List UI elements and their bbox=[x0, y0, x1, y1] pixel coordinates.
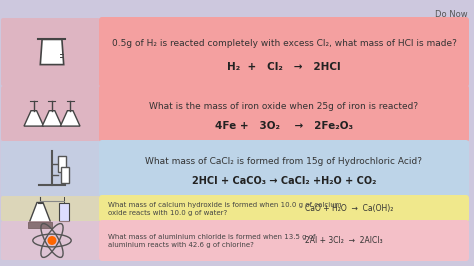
Bar bbox=[28, 222, 52, 228]
Bar bbox=[59, 202, 69, 221]
FancyBboxPatch shape bbox=[1, 141, 100, 196]
Text: 0.5g of H₂ is reacted completely with excess Cl₂, what mass of HCl is made?: 0.5g of H₂ is reacted completely with ex… bbox=[111, 39, 456, 48]
FancyBboxPatch shape bbox=[1, 86, 100, 141]
Polygon shape bbox=[61, 167, 69, 183]
Polygon shape bbox=[29, 202, 51, 222]
FancyBboxPatch shape bbox=[1, 18, 100, 86]
Text: 4Fe +   3O₂    →   2Fe₂O₃: 4Fe + 3O₂ → 2Fe₂O₃ bbox=[215, 120, 353, 131]
Polygon shape bbox=[40, 39, 64, 65]
Text: Do Now: Do Now bbox=[436, 10, 468, 19]
Text: 2HCl + CaCO₃ → CaCl₂ +H₂O + CO₂: 2HCl + CaCO₃ → CaCl₂ +H₂O + CO₂ bbox=[192, 176, 376, 186]
FancyBboxPatch shape bbox=[99, 140, 469, 197]
FancyBboxPatch shape bbox=[99, 195, 469, 222]
FancyBboxPatch shape bbox=[99, 220, 469, 261]
FancyBboxPatch shape bbox=[1, 196, 100, 221]
Text: 2Al + 3Cl₂  →  2AlCl₃: 2Al + 3Cl₂ → 2AlCl₃ bbox=[305, 236, 383, 245]
FancyBboxPatch shape bbox=[99, 85, 469, 142]
FancyBboxPatch shape bbox=[1, 221, 100, 260]
Text: H₂  +   Cl₂   →   2HCl: H₂ + Cl₂ → 2HCl bbox=[227, 62, 341, 72]
Text: CaO + H₂O  →  Ca(OH)₂: CaO + H₂O → Ca(OH)₂ bbox=[305, 204, 393, 213]
Polygon shape bbox=[58, 156, 65, 172]
Polygon shape bbox=[60, 111, 80, 126]
FancyBboxPatch shape bbox=[99, 17, 469, 87]
Text: What mass of calcium hydroxide is formed when 10.0 g of calcium
oxide reacts wit: What mass of calcium hydroxide is formed… bbox=[108, 202, 341, 215]
Text: What mass of CaCl₂ is formed from 15g of Hydrochloric Acid?: What mass of CaCl₂ is formed from 15g of… bbox=[146, 157, 422, 167]
Text: What mass of aluminium chloride is formed when 13.5 g of
aluminium reacts with 4: What mass of aluminium chloride is forme… bbox=[108, 234, 316, 247]
Polygon shape bbox=[42, 111, 62, 126]
Polygon shape bbox=[24, 111, 44, 126]
Circle shape bbox=[47, 236, 56, 245]
Text: What is the mass of iron oxide when 25g of iron is reacted?: What is the mass of iron oxide when 25g … bbox=[149, 102, 419, 111]
